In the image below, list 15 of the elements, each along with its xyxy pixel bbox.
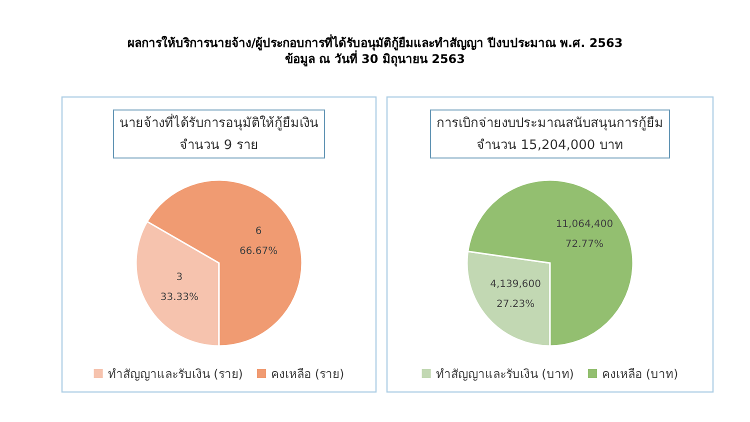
chart-title: นายจ้างที่ได้รับการอนุมัติให้กู้ยืมเงิน <box>120 114 318 131</box>
chart-title: การเบิกจ่ายงบประมาณสนับสนุนการกู้ยืม <box>436 115 664 131</box>
legend-label: คงเหลือ (ราย) <box>271 367 344 381</box>
data-label: 11,064,400 72.77% <box>556 219 614 250</box>
pie-slice <box>467 179 634 347</box>
chart-subtitle: จำนวน 15,204,000 บาท <box>476 138 624 153</box>
chart-subtitle: จำนวน 9 ราย <box>180 138 258 153</box>
text: ผลการให้บริการนายจ้าง/ผู้ประกอบการที่ได้รับอนุมัติกู้ยืมและทำสัญญา ปีงบประมาณ พ.ศ. 2563 <box>127 34 623 51</box>
data-label: 3 33.33% <box>160 272 199 303</box>
text: ข้อมูล ณ วันที่ 30 มิถุนายน 2563 <box>285 50 465 67</box>
legend-label: ทำสัญญาและรับเงิน (บาท) <box>436 367 574 381</box>
data-label: 6 66.67% <box>239 226 278 258</box>
legend-label: คงเหลือ (บาท) <box>602 367 678 381</box>
data-label: 4,139,600 27.23% <box>490 278 541 310</box>
legend-label: ทำสัญญาและรับเงิน (ราย) <box>108 367 243 381</box>
